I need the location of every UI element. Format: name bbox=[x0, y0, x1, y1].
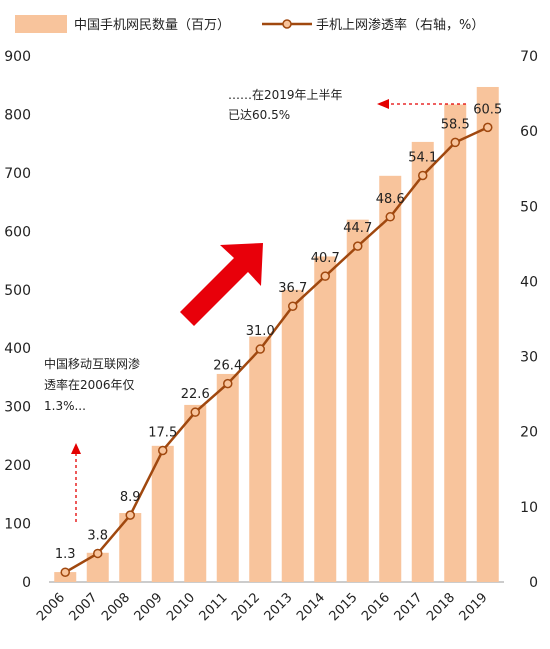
y-axis-right: 0 10 20 30 40 50 60 70 bbox=[520, 49, 538, 591]
series-line bbox=[64, 126, 489, 574]
x-axis: 2006200720082009201020112012201320142015… bbox=[34, 581, 504, 624]
x-tick-label: 2009 bbox=[132, 590, 166, 624]
line-point bbox=[418, 170, 428, 181]
bar bbox=[54, 572, 77, 582]
data-label: 60.5 bbox=[473, 102, 502, 117]
y-tick-label-right: 20 bbox=[520, 425, 538, 441]
x-tick-label: 2019 bbox=[457, 590, 491, 624]
data-labels: 1.3 3.8 8.9 17.5 22.626.4 31.0 36.7 40.744.7 48.… bbox=[55, 102, 502, 562]
data-label: 54.1 bbox=[408, 150, 437, 165]
bar bbox=[119, 513, 142, 582]
y-tick-label-right: 10 bbox=[520, 500, 538, 516]
data-label: 22.6 bbox=[181, 387, 210, 402]
x-tick-label: 2008 bbox=[99, 590, 133, 624]
line-point bbox=[450, 137, 460, 148]
bar bbox=[86, 552, 109, 582]
x-tick-label: 2012 bbox=[229, 590, 263, 624]
legend-line-marker bbox=[282, 19, 292, 29]
trend-arrow-icon bbox=[180, 243, 263, 326]
line-point bbox=[385, 212, 395, 222]
y-tick-label-right: 70 bbox=[520, 49, 538, 65]
bar bbox=[216, 373, 239, 582]
data-label: 17.5 bbox=[148, 426, 177, 441]
bar-series bbox=[54, 86, 499, 583]
data-label: 48.6 bbox=[376, 192, 405, 207]
x-tick-label: 2015 bbox=[327, 590, 361, 624]
bar bbox=[314, 256, 337, 582]
x-tick-label: 2013 bbox=[262, 590, 296, 624]
bar bbox=[249, 336, 272, 582]
y-tick-label-left: 300 bbox=[4, 400, 31, 416]
line-point bbox=[223, 378, 233, 389]
y-tick-label-right: 30 bbox=[520, 350, 538, 366]
line-series bbox=[60, 122, 493, 577]
bar bbox=[476, 86, 499, 582]
data-label: 3.8 bbox=[87, 528, 108, 543]
x-tick-label: 2017 bbox=[392, 590, 426, 624]
y-tick-label-left: 0 bbox=[22, 575, 31, 591]
x-tick-label: 2010 bbox=[164, 590, 198, 624]
line-point bbox=[190, 407, 200, 417]
data-label: 8.9 bbox=[120, 490, 141, 505]
data-label: 44.7 bbox=[343, 221, 372, 236]
bar bbox=[184, 404, 207, 582]
data-label: 36.7 bbox=[278, 281, 307, 296]
line-point bbox=[320, 271, 330, 281]
line-point bbox=[60, 567, 70, 577]
annotation-left-line1: 中国移动互联网渗 bbox=[44, 356, 140, 371]
y-tick-label-right: 0 bbox=[529, 575, 538, 591]
annotation-left-line3: 1.3%... bbox=[44, 399, 86, 413]
y-tick-label-right: 50 bbox=[520, 199, 538, 215]
y-tick-label-left: 900 bbox=[4, 49, 31, 65]
y-tick-label-left: 100 bbox=[4, 517, 31, 533]
x-tick-label: 2016 bbox=[359, 590, 393, 624]
data-label: 58.5 bbox=[441, 117, 470, 132]
legend-line-label: 手机上网渗透率（右轴，%） bbox=[316, 17, 484, 33]
line-point bbox=[353, 241, 363, 251]
y-tick-label-left: 500 bbox=[4, 283, 31, 299]
annotation-left-line2: 透率在2006年仅 bbox=[44, 377, 135, 392]
line-point bbox=[93, 548, 103, 559]
y-tick-label-left: 200 bbox=[4, 458, 31, 474]
bar bbox=[151, 445, 174, 582]
line-point bbox=[158, 445, 168, 456]
x-tick-label: 2007 bbox=[67, 590, 101, 624]
x-tick-label: 2011 bbox=[197, 590, 231, 624]
y-tick-label-left: 700 bbox=[4, 166, 31, 182]
x-tick-label: 2006 bbox=[34, 590, 68, 624]
data-label: 26.4 bbox=[213, 359, 242, 374]
data-label: 1.3 bbox=[55, 547, 76, 562]
legend-bar-label: 中国手机网民数量（百万） bbox=[74, 18, 230, 33]
line-point bbox=[125, 510, 135, 520]
annotation-right-line1: ……在2019年上半年 bbox=[228, 88, 343, 102]
legend-bar-swatch bbox=[15, 15, 67, 33]
x-tick-label: 2018 bbox=[424, 590, 458, 624]
line-point bbox=[288, 301, 298, 311]
bar bbox=[411, 141, 434, 582]
y-tick-label-right: 40 bbox=[520, 274, 538, 290]
x-tick-label: 2014 bbox=[294, 590, 328, 624]
annotation-right-arrowhead-icon bbox=[377, 99, 389, 109]
legend: 中国手机网民数量（百万） 手机上网渗透率（右轴，%） bbox=[15, 15, 484, 33]
data-label: 31.0 bbox=[246, 324, 275, 339]
y-tick-label-left: 800 bbox=[4, 107, 31, 123]
y-axis-left: 0 100 200 300 400 500 600 700 800 900 bbox=[4, 49, 31, 591]
line-point bbox=[255, 344, 265, 354]
bar bbox=[379, 175, 402, 583]
bar bbox=[281, 289, 304, 582]
bar bbox=[444, 104, 467, 583]
y-tick-label-left: 600 bbox=[4, 224, 31, 240]
y-tick-label-left: 400 bbox=[4, 341, 31, 357]
annotation-left-arrowhead-icon bbox=[71, 443, 81, 454]
bar bbox=[346, 219, 369, 582]
line-point bbox=[483, 122, 493, 133]
y-tick-label-right: 60 bbox=[520, 124, 538, 140]
data-label: 40.7 bbox=[311, 251, 340, 266]
annotation-right-line2: 已达60.5% bbox=[228, 108, 290, 122]
